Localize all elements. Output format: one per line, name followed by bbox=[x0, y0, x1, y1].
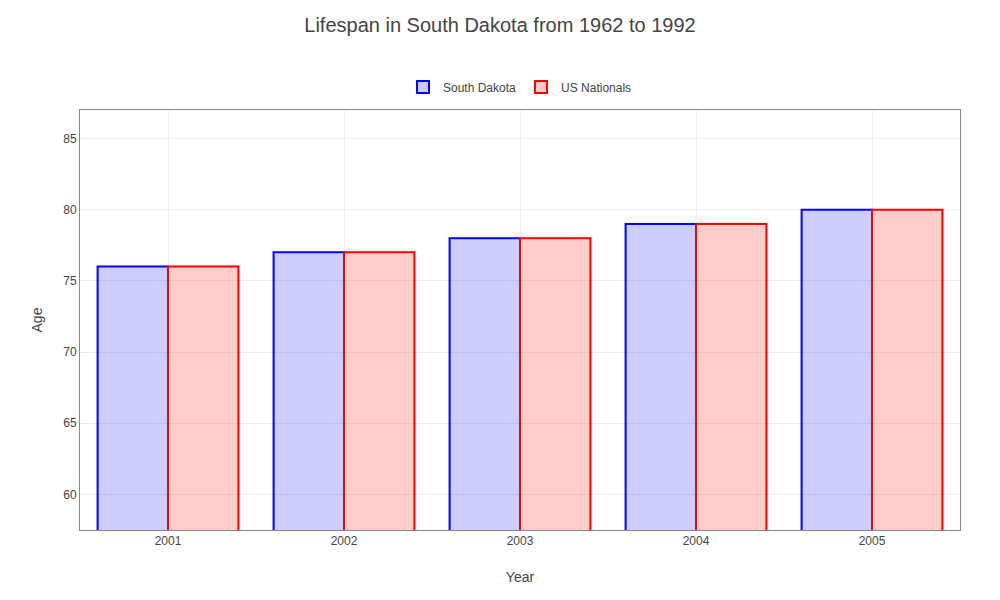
svg-text:2001: 2001 bbox=[155, 534, 182, 548]
svg-text:65: 65 bbox=[63, 416, 77, 430]
svg-text:60: 60 bbox=[63, 488, 77, 502]
svg-text:2002: 2002 bbox=[331, 534, 358, 548]
svg-text:2004: 2004 bbox=[683, 534, 710, 548]
svg-text:Lifespan in South Dakota from: Lifespan in South Dakota from 1962 to 19… bbox=[304, 14, 695, 36]
svg-text:80: 80 bbox=[63, 203, 77, 217]
svg-text:Year: Year bbox=[506, 569, 535, 585]
svg-text:South Dakota: South Dakota bbox=[443, 81, 516, 95]
svg-text:75: 75 bbox=[63, 274, 77, 288]
svg-text:2005: 2005 bbox=[859, 534, 886, 548]
svg-text:70: 70 bbox=[63, 345, 77, 359]
svg-text:US Nationals: US Nationals bbox=[561, 81, 631, 95]
svg-text:Age: Age bbox=[29, 307, 45, 332]
svg-text:85: 85 bbox=[63, 132, 77, 146]
svg-text:2003: 2003 bbox=[507, 534, 534, 548]
